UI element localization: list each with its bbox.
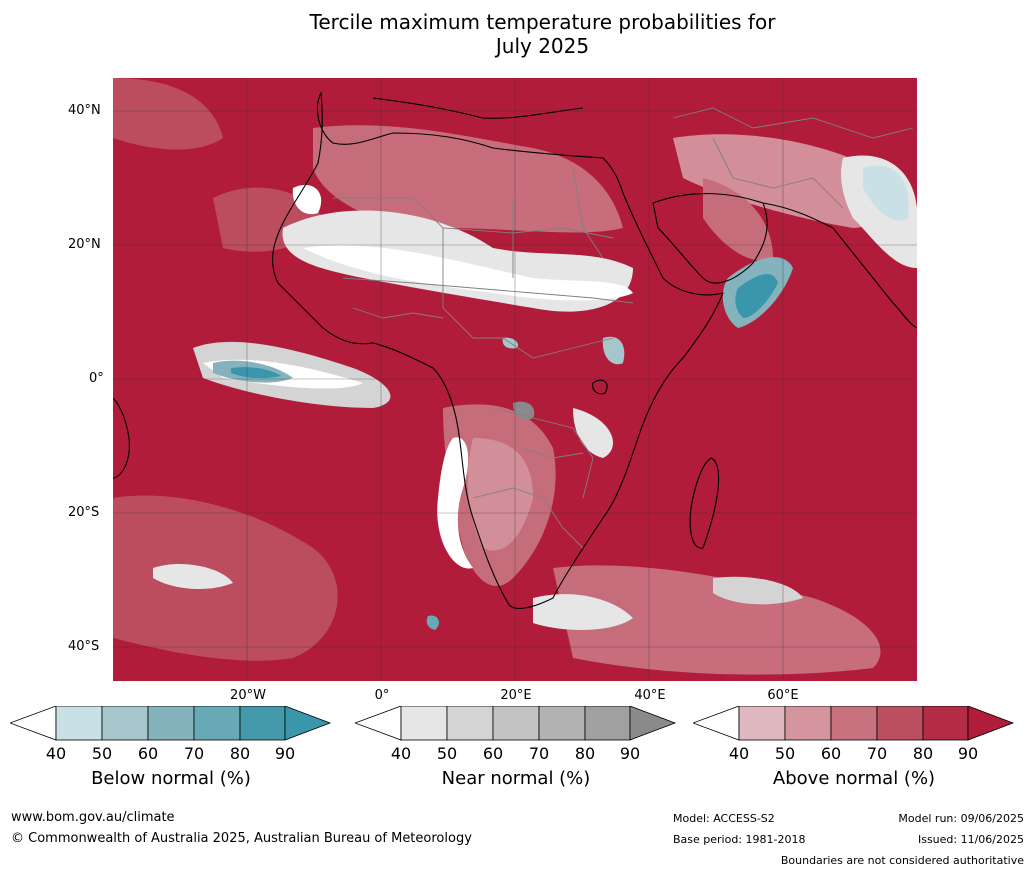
cbar-above-label: Above normal (%) [772, 768, 936, 789]
cbar-above-60 [830, 706, 878, 741]
cbar-near-tick-40: 40 [390, 744, 412, 763]
lat-label-40n: 40°N [68, 103, 101, 118]
model-text: Model: ACCESS-S2 [673, 812, 775, 825]
cbar-below-extend-high [284, 706, 332, 741]
cbar-above-40 [738, 706, 786, 741]
cbar-below-tick-40: 40 [45, 744, 67, 763]
cbar-above-extend-low [693, 706, 740, 741]
cbar-near-tick-70: 70 [528, 744, 550, 763]
model-run-text: Model run: 09/06/2025 [898, 812, 1024, 825]
probability-map [113, 78, 917, 681]
cbar-near-70 [538, 706, 586, 741]
country-borders [333, 107, 914, 549]
cbar-below-label: Below normal (%) [91, 768, 251, 789]
cbar-near-tick-80: 80 [574, 744, 596, 763]
lon-label-0: 0° [374, 688, 390, 703]
cbar-near-80 [584, 706, 631, 741]
cbar-near-extend-high [629, 706, 677, 741]
cbar-near-50 [446, 706, 494, 741]
cbar-near-extend-low [355, 706, 402, 741]
cbar-near-tick-50: 50 [436, 744, 458, 763]
cbar-near-label: Near normal (%) [441, 768, 591, 789]
issued-text: Issued: 11/06/2025 [917, 833, 1024, 846]
lon-label-20e: 20°E [500, 688, 532, 703]
chart-title: Tercile maximum temperature probabilitie… [0, 10, 1035, 58]
website-link[interactable]: www.bom.gov.au/climate [11, 810, 175, 825]
lat-label-20n: 20°N [68, 237, 101, 252]
lat-label-20s: 20°S [68, 505, 100, 520]
lon-label-40e: 40°E [634, 688, 666, 703]
cbar-below-tick-70: 70 [183, 744, 205, 763]
cbar-below-60 [147, 706, 195, 741]
cbar-below-70 [193, 706, 241, 741]
graticule [113, 78, 917, 681]
cbar-near-tick-60: 60 [482, 744, 504, 763]
cbar-below-extend-low [10, 706, 57, 741]
lon-label-60e: 60°E [767, 688, 799, 703]
cbar-below-tick-80: 80 [229, 744, 251, 763]
cbar-above-70 [876, 706, 924, 741]
cbar-below-tick-60: 60 [137, 744, 159, 763]
coastlines [113, 91, 917, 609]
cbar-below-80 [239, 706, 286, 741]
title-line-1: Tercile maximum temperature probabilitie… [309, 10, 776, 34]
cbar-near-60 [492, 706, 540, 741]
cbar-below-tick-90: 90 [274, 744, 296, 763]
below-normal-shading [213, 165, 909, 630]
cbar-above-tick-80: 80 [912, 744, 934, 763]
cbar-below-50 [101, 706, 149, 741]
cbar-above-tick-90: 90 [957, 744, 979, 763]
cbar-above-tick-50: 50 [774, 744, 796, 763]
colorbar-near-normal [355, 706, 677, 741]
cbar-above-80 [922, 706, 969, 741]
cbar-below-tick-50: 50 [91, 744, 113, 763]
base-period-text: Base period: 1981-2018 [673, 833, 806, 846]
copyright-text: © Commonwealth of Australia 2025, Austra… [11, 831, 472, 846]
near-normal-shading [153, 155, 917, 630]
cbar-above-tick-40: 40 [728, 744, 750, 763]
colorbar-above-normal [693, 706, 1015, 741]
lat-label-equator: 0° [89, 371, 104, 386]
cbar-near-tick-90: 90 [619, 744, 641, 763]
colorbar-below-normal [10, 706, 332, 741]
cbar-below-40 [55, 706, 103, 741]
title-line-2: July 2025 [495, 34, 590, 58]
cbar-near-40 [400, 706, 448, 741]
above-normal-shading [113, 78, 884, 675]
lat-label-40s: 40°S [68, 639, 100, 654]
lon-label-20w: 20°W [230, 688, 266, 703]
cbar-above-tick-60: 60 [820, 744, 842, 763]
cbar-above-extend-high [967, 706, 1015, 741]
boundaries-disclaimer: Boundaries are not considered authoritat… [780, 854, 1024, 867]
cbar-above-tick-70: 70 [866, 744, 888, 763]
cbar-above-50 [784, 706, 832, 741]
